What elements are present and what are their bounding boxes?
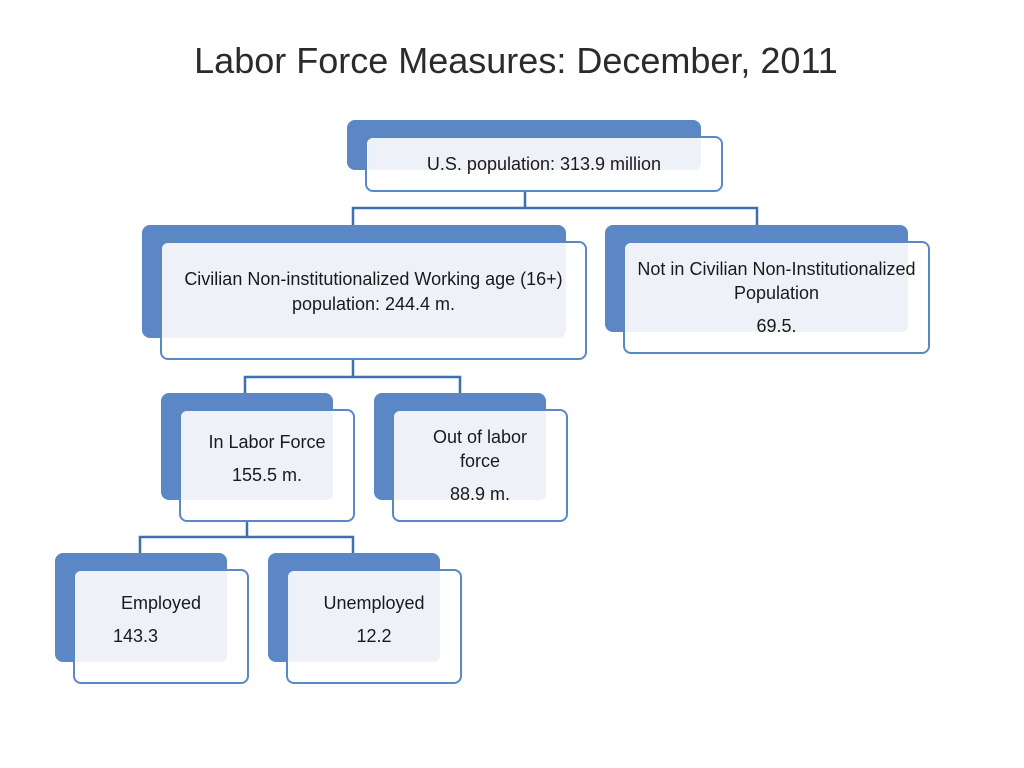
node-unemployed-value: 12.2 [356, 625, 392, 646]
node-out-of-labor-force-label: Out of labor force [432, 427, 528, 472]
node-us-population-label: U.S. population: 313.9 million [426, 153, 662, 174]
node-unemployed: Unemployed 12.2 [268, 553, 462, 684]
node-out-of-labor-force: Out of labor force 88.9 m. [374, 393, 568, 522]
node-not-in-civilian: Not in Civilian Non-Institutionalized Po… [605, 225, 930, 354]
node-us-population: U.S. population: 313.9 million [347, 120, 723, 192]
node-unemployed-label: Unemployed [323, 593, 425, 614]
node-civilian-working-age-label: Civilian Non-institutionalized Working a… [184, 269, 563, 314]
connector-civilian-branch [243, 375, 462, 393]
node-employed-label: Employed [120, 593, 202, 614]
node-in-labor-force-label: In Labor Force [208, 432, 326, 453]
connector-root-branch [351, 206, 759, 225]
connector-labor-branch [138, 535, 355, 553]
node-not-in-civilian-value: 69.5. [756, 315, 797, 336]
node-in-labor-force-value: 155.5 m. [231, 464, 303, 485]
node-civilian-working-age: Civilian Non-institutionalized Working a… [142, 225, 587, 360]
node-not-in-civilian-label: Not in Civilian Non-Institutionalized Po… [637, 259, 916, 304]
node-employed: Employed 143.3 [55, 553, 249, 684]
node-employed-value: 143.3 [113, 625, 159, 646]
node-in-labor-force: In Labor Force 155.5 m. [161, 393, 355, 522]
node-out-of-labor-force-value: 88.9 m. [449, 483, 511, 504]
page-title: Labor Force Measures: December, 2011 [194, 40, 838, 81]
